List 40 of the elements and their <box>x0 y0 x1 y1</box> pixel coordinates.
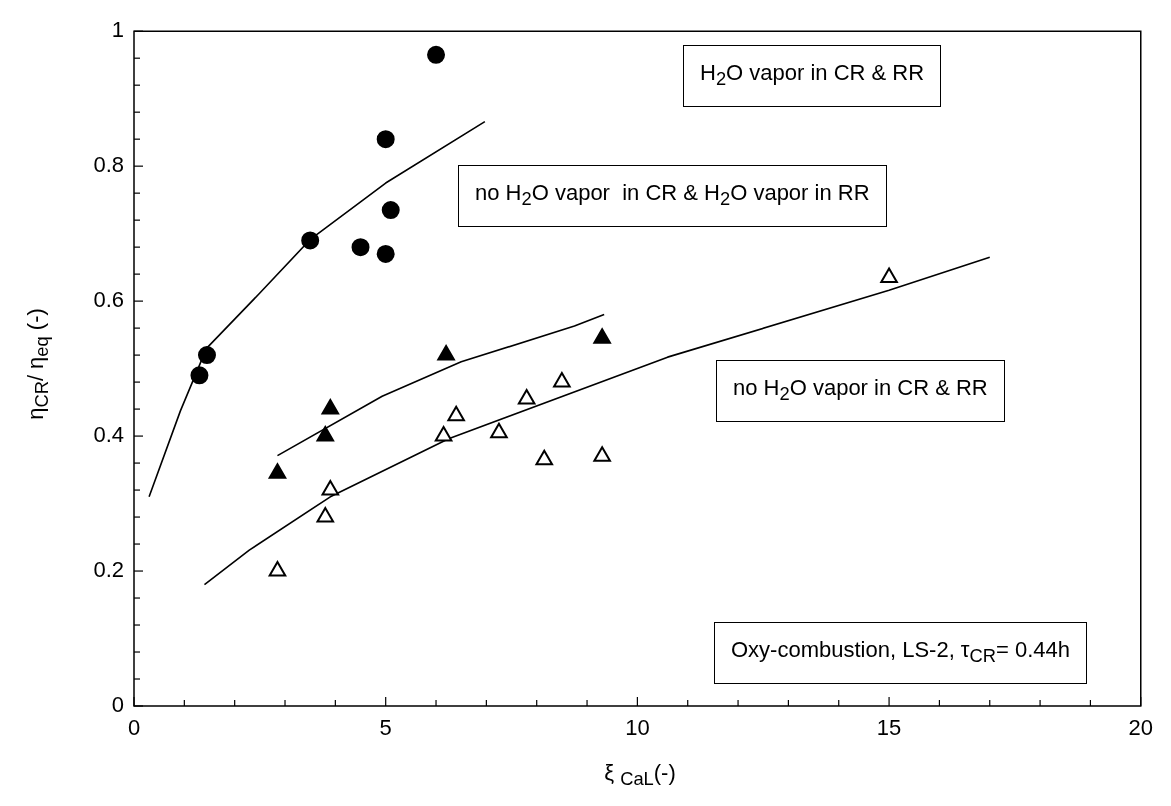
point <box>490 422 508 439</box>
annotation: H$_{2}$O vapor in CR & RR <box>683 45 942 108</box>
point <box>301 231 320 250</box>
annotation: Oxy-combustion, LS-2, τ$_{CR}$= 0.44h <box>714 622 1088 685</box>
point <box>593 446 611 462</box>
point <box>427 45 446 64</box>
point <box>437 345 455 361</box>
point <box>321 480 340 496</box>
point <box>381 201 400 220</box>
point <box>321 399 340 415</box>
y-tick-label: 0.2 <box>93 557 124 583</box>
y-tick-label: 0.4 <box>93 422 124 448</box>
point <box>351 238 370 257</box>
point <box>517 388 536 405</box>
y-tick-label: 0.8 <box>93 152 124 178</box>
point <box>880 267 898 283</box>
y-tick-label: 0.6 <box>93 287 124 313</box>
point <box>316 426 335 442</box>
x-tick-label: 5 <box>379 715 392 741</box>
x-tick-label: 10 <box>625 715 650 741</box>
point <box>593 328 611 344</box>
point <box>376 130 395 149</box>
point <box>197 346 216 365</box>
point <box>535 449 554 466</box>
point <box>434 426 453 442</box>
x-tick-label: 20 <box>1128 715 1154 741</box>
point <box>190 366 209 385</box>
point <box>316 507 335 523</box>
annotation: no H$_{2}$O vapor in CR & RR <box>716 360 1005 423</box>
point <box>268 561 287 577</box>
point <box>553 372 571 388</box>
x-tick-label: 15 <box>876 715 902 741</box>
x-axis-title: ξ $_{CaL}$(-) <box>603 760 677 791</box>
y-tick-label: 0 <box>111 692 124 718</box>
y-tick-label: 1 <box>111 17 124 43</box>
point <box>376 244 395 263</box>
annotation: no H$_{2}$O vapor in CR & H$_{2}$O vapor in RR <box>458 165 887 228</box>
x-tick-label: 0 <box>127 715 141 741</box>
point <box>268 463 287 479</box>
point <box>447 405 465 422</box>
